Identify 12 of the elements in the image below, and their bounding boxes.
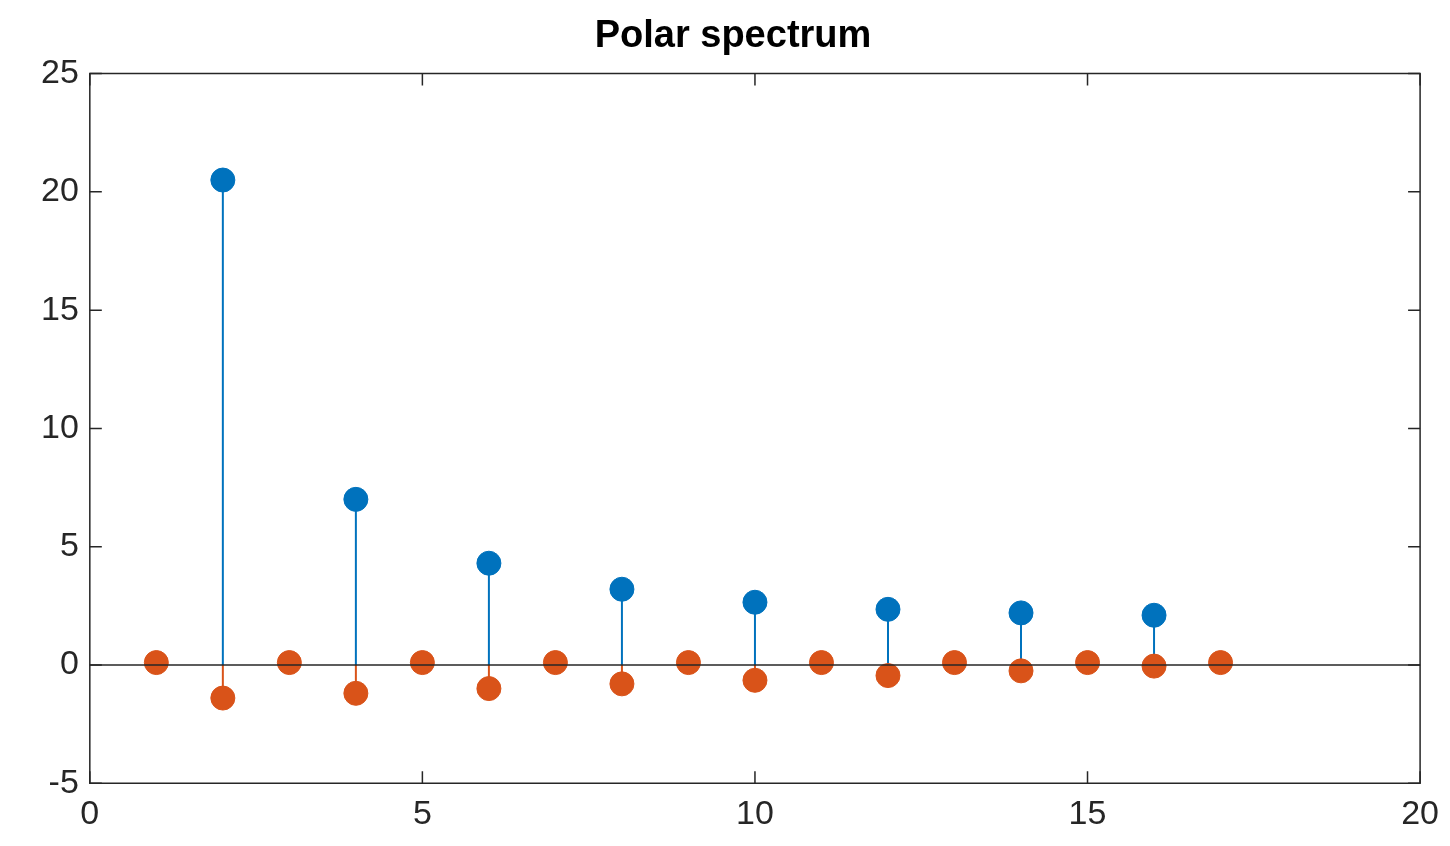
y-tick-label: 15	[40, 288, 79, 327]
y-tick-label: 25	[40, 51, 79, 90]
y-tick-label: 20	[40, 170, 79, 209]
chart-title: Polar spectrum	[594, 13, 872, 56]
x-tick-label: 15	[1068, 792, 1107, 831]
y-tick-label: -5	[48, 761, 79, 800]
x-tick-label: 10	[736, 792, 774, 831]
x-tick-label: 20	[1401, 792, 1439, 831]
x-tick-label: 5	[412, 792, 432, 831]
y-tick-label: 0	[59, 643, 79, 682]
y-tick-label: 5	[59, 525, 79, 564]
y-tick-label: 10	[40, 406, 79, 445]
